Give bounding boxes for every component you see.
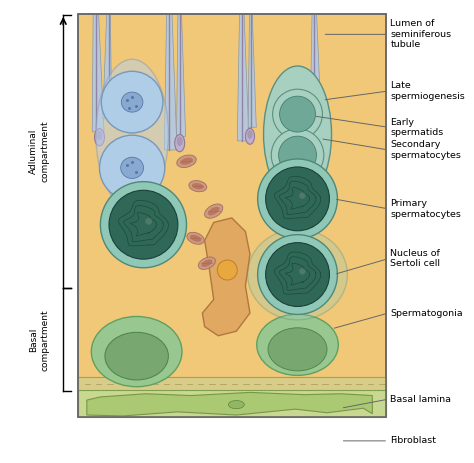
Text: Nucleus of
Sertoli cell: Nucleus of Sertoli cell — [391, 249, 440, 269]
Bar — [78, 376, 386, 392]
Text: Early
spermatids: Early spermatids — [391, 118, 444, 137]
Ellipse shape — [121, 157, 144, 178]
Ellipse shape — [313, 117, 322, 133]
Text: Basal
compartment: Basal compartment — [29, 309, 49, 370]
Text: Fibroblast: Fibroblast — [391, 436, 437, 445]
Circle shape — [258, 235, 337, 314]
Circle shape — [273, 89, 322, 139]
Circle shape — [109, 190, 178, 259]
Ellipse shape — [97, 131, 102, 140]
Circle shape — [280, 96, 316, 132]
Ellipse shape — [198, 257, 215, 269]
Polygon shape — [310, 14, 321, 118]
Ellipse shape — [187, 232, 204, 244]
Text: Spermatogonia: Spermatogonia — [391, 308, 463, 318]
Circle shape — [101, 71, 163, 133]
Ellipse shape — [205, 204, 223, 218]
Ellipse shape — [177, 155, 196, 168]
Circle shape — [145, 218, 152, 225]
Ellipse shape — [257, 314, 338, 375]
Ellipse shape — [180, 158, 193, 165]
Ellipse shape — [91, 317, 182, 387]
Ellipse shape — [121, 92, 143, 112]
Ellipse shape — [228, 400, 244, 409]
Ellipse shape — [264, 66, 331, 202]
Circle shape — [299, 268, 306, 275]
Ellipse shape — [94, 129, 104, 146]
Ellipse shape — [177, 137, 182, 146]
Polygon shape — [202, 218, 250, 336]
Polygon shape — [237, 14, 249, 141]
Polygon shape — [164, 14, 177, 150]
Polygon shape — [92, 14, 104, 132]
Ellipse shape — [248, 229, 347, 320]
Ellipse shape — [315, 119, 320, 127]
Ellipse shape — [201, 260, 212, 267]
Polygon shape — [87, 392, 372, 416]
Text: Adluminal
compartment: Adluminal compartment — [29, 121, 49, 182]
Ellipse shape — [246, 128, 255, 144]
Ellipse shape — [190, 235, 201, 242]
Ellipse shape — [175, 135, 185, 152]
Ellipse shape — [247, 130, 253, 139]
Polygon shape — [248, 14, 256, 127]
Polygon shape — [103, 14, 112, 118]
Ellipse shape — [268, 328, 327, 371]
Circle shape — [258, 159, 337, 239]
Circle shape — [299, 193, 306, 199]
Circle shape — [265, 167, 329, 231]
Bar — [78, 390, 386, 417]
Text: Primary
spermatocytes: Primary spermatocytes — [391, 199, 461, 219]
Bar — [78, 14, 386, 417]
Ellipse shape — [208, 207, 219, 215]
Circle shape — [100, 181, 186, 268]
Polygon shape — [176, 14, 186, 136]
Circle shape — [265, 243, 329, 307]
Text: Secondary
spermatocytes: Secondary spermatocytes — [391, 140, 461, 160]
Circle shape — [217, 260, 237, 280]
Text: Lumen of
seminiferous
tubule: Lumen of seminiferous tubule — [391, 19, 452, 49]
Text: Basal lamina: Basal lamina — [391, 394, 451, 404]
Circle shape — [100, 135, 165, 200]
Circle shape — [271, 129, 324, 181]
Ellipse shape — [189, 181, 207, 192]
Ellipse shape — [96, 59, 168, 209]
Bar — [78, 14, 386, 417]
Text: Late
spermiogenesis: Late spermiogenesis — [391, 81, 465, 101]
Ellipse shape — [105, 332, 168, 380]
Ellipse shape — [192, 183, 204, 189]
Circle shape — [279, 136, 317, 174]
